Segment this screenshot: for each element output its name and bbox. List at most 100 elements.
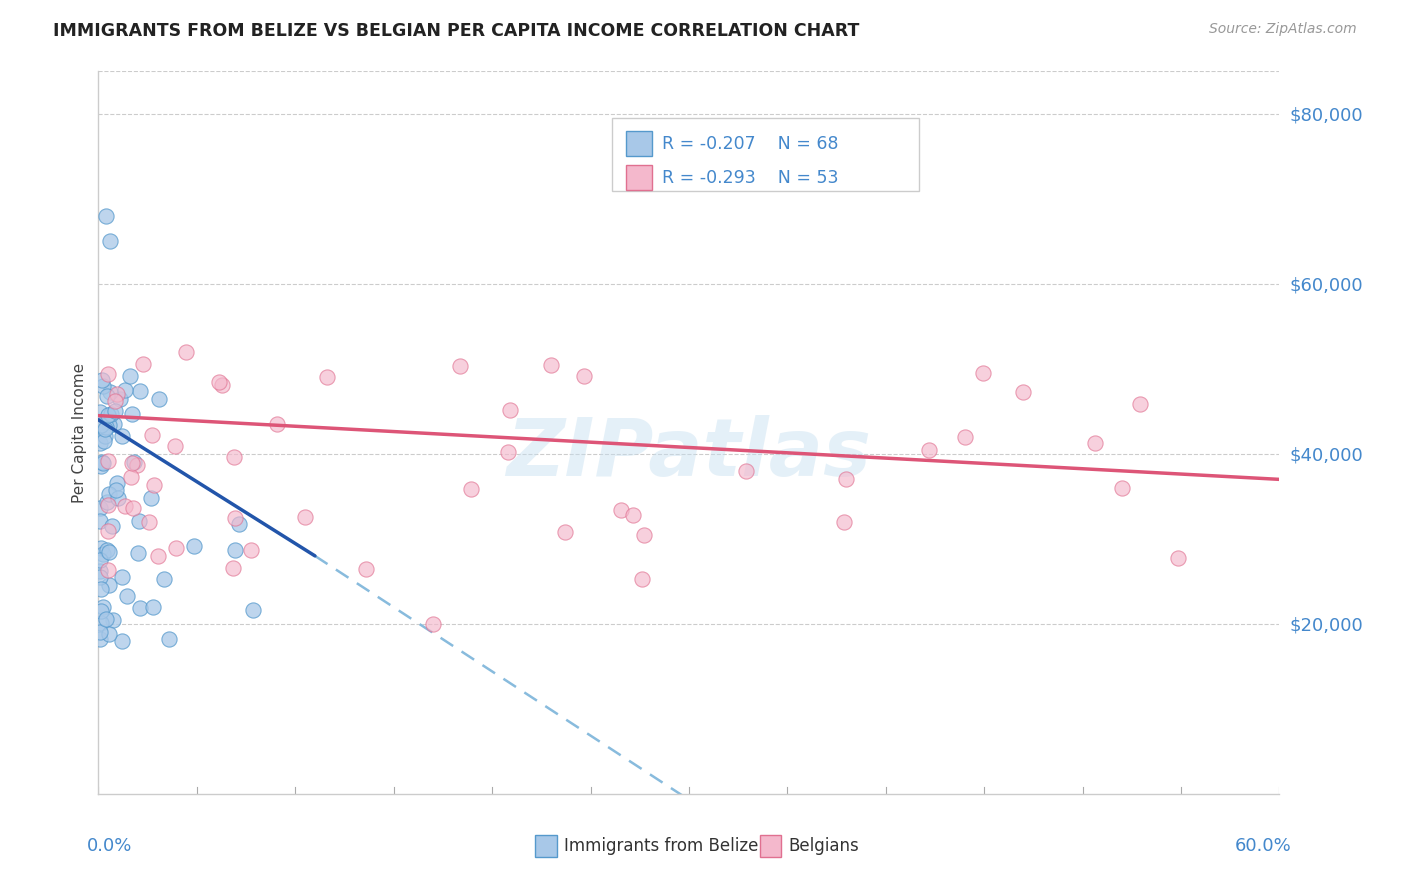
Point	[183, 539, 205, 553]
Point	[499, 403, 522, 417]
Y-axis label: Per Capita Income: Per Capita Income	[72, 362, 87, 503]
Point	[89, 552, 111, 566]
Point	[107, 387, 129, 401]
Point	[90, 541, 112, 555]
Text: 60.0%: 60.0%	[1234, 838, 1291, 855]
Point	[141, 600, 163, 615]
Point	[121, 456, 143, 470]
Point	[496, 445, 519, 459]
Point	[94, 429, 117, 443]
Point	[89, 514, 111, 528]
Point	[1084, 436, 1107, 450]
Point	[114, 383, 136, 397]
Point	[1167, 551, 1189, 566]
Point	[101, 518, 124, 533]
Point	[554, 525, 576, 540]
Point	[1012, 384, 1035, 399]
Point	[90, 604, 112, 618]
Point	[138, 515, 160, 529]
Point	[115, 589, 138, 603]
Point	[121, 408, 143, 422]
Point	[633, 528, 655, 542]
Point	[91, 456, 114, 470]
Point	[89, 501, 111, 516]
Point	[98, 235, 121, 249]
Point	[101, 613, 124, 627]
Point	[832, 515, 855, 529]
Point	[153, 572, 176, 586]
Point	[94, 422, 117, 436]
Point	[107, 491, 129, 506]
Point	[97, 409, 120, 423]
Point	[104, 404, 127, 418]
Point	[96, 612, 118, 626]
Point	[89, 570, 111, 584]
Point	[96, 495, 118, 509]
Point	[96, 209, 118, 223]
Point	[108, 392, 131, 406]
Point	[165, 541, 187, 556]
Text: R = -0.293    N = 53: R = -0.293 N = 53	[662, 169, 838, 186]
Point	[139, 491, 162, 505]
Point	[224, 543, 246, 558]
Point	[127, 546, 149, 560]
Point	[98, 578, 121, 592]
Point	[572, 369, 595, 384]
Point	[111, 570, 134, 584]
Point	[972, 366, 994, 380]
Point	[208, 376, 231, 390]
Point	[128, 514, 150, 528]
Point	[127, 458, 149, 472]
Point	[228, 516, 250, 531]
Point	[91, 379, 114, 393]
Point	[98, 417, 121, 432]
Text: Belgians: Belgians	[789, 837, 859, 855]
Point	[96, 389, 118, 403]
Point	[224, 510, 246, 524]
Point	[94, 420, 117, 434]
Point	[211, 377, 233, 392]
Point	[89, 435, 111, 450]
Point	[103, 417, 125, 432]
Point	[148, 392, 170, 407]
Text: IMMIGRANTS FROM BELIZE VS BELGIAN PER CAPITA INCOME CORRELATION CHART: IMMIGRANTS FROM BELIZE VS BELGIAN PER CA…	[53, 22, 860, 40]
Point	[141, 427, 163, 442]
Point	[111, 633, 134, 648]
Point	[91, 600, 114, 615]
FancyBboxPatch shape	[626, 165, 652, 190]
Point	[111, 429, 134, 443]
Point	[835, 472, 858, 486]
Point	[98, 544, 121, 558]
Point	[120, 470, 142, 484]
Point	[460, 482, 482, 496]
Point	[120, 369, 142, 384]
FancyBboxPatch shape	[536, 835, 557, 856]
Point	[242, 603, 264, 617]
FancyBboxPatch shape	[626, 131, 652, 156]
Point	[159, 632, 181, 646]
Point	[294, 509, 316, 524]
Point	[89, 625, 111, 640]
Point	[146, 549, 169, 563]
Point	[540, 358, 562, 372]
Point	[356, 562, 378, 576]
Point	[98, 626, 121, 640]
Point	[449, 359, 471, 373]
Point	[98, 487, 121, 501]
Point	[422, 616, 444, 631]
Point	[105, 483, 128, 497]
Point	[128, 384, 150, 398]
Point	[240, 543, 263, 558]
Point	[222, 450, 245, 464]
FancyBboxPatch shape	[759, 835, 782, 856]
Point	[621, 508, 644, 523]
FancyBboxPatch shape	[612, 119, 920, 191]
Point	[100, 407, 122, 421]
Point	[609, 502, 631, 516]
Point	[97, 367, 120, 381]
Point	[105, 476, 128, 491]
Point	[165, 439, 187, 453]
Point	[266, 417, 288, 432]
Point	[97, 498, 120, 512]
Point	[90, 582, 112, 596]
